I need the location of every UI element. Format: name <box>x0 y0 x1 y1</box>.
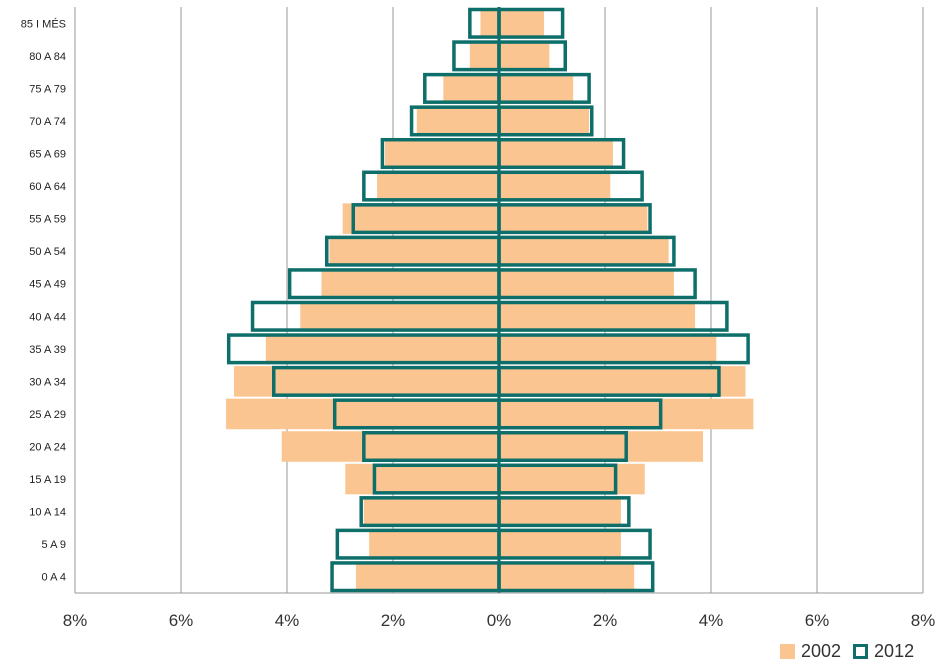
y-tick-label: 50 A 54 <box>29 246 66 258</box>
legend-label-2012: 2012 <box>874 640 915 661</box>
x-tick-label: 2% <box>593 611 618 630</box>
bar-2002-left <box>234 366 499 397</box>
y-tick-label: 20 A 24 <box>29 442 66 454</box>
bar-2002-left <box>345 463 499 495</box>
legend-item-2012: 2012 <box>853 641 914 662</box>
x-tick-label: 0% <box>487 611 512 630</box>
bar-2002-left <box>342 203 499 234</box>
bar-2002-left <box>329 235 499 267</box>
legend-label-2002: 2002 <box>801 640 842 661</box>
x-tick-label: 6% <box>169 611 194 630</box>
bar-2002-left <box>226 398 500 430</box>
x-tick-label: 8% <box>63 611 88 630</box>
bar-2002-left <box>265 333 499 365</box>
y-tick-label: 75 A 79 <box>29 83 66 95</box>
legend-swatch-2002 <box>780 643 795 659</box>
y-tick-label: 5 A 9 <box>42 539 66 551</box>
bar-2002-right <box>499 203 648 234</box>
x-axis-labels: 8% 6% 4% 2% 0% 2% 4% 6% 8% <box>63 611 936 630</box>
x-tick-label: 4% <box>699 611 724 630</box>
gridlines <box>74 7 924 593</box>
bar-2002-left <box>300 301 499 332</box>
bar-2002-right <box>499 268 674 299</box>
bar-2002-left <box>416 105 499 137</box>
y-axis-labels: 0 A 4 5 A 9 10 A 14 15 A 19 20 A 24 25 A 29 30… <box>21 17 66 583</box>
y-tick-label: 35 A 39 <box>29 344 66 356</box>
bar-2002-left <box>469 40 499 72</box>
y-tick-label: 85 I MÉS <box>21 17 66 30</box>
bar-2002-left <box>355 561 499 592</box>
x-tick-label: 6% <box>805 611 830 630</box>
bar-2002-right <box>499 138 613 169</box>
legend: 2002 2012 <box>780 640 914 662</box>
bar-2002-right <box>499 8 545 39</box>
bar-2002-left <box>385 138 499 169</box>
y-tick-label: 55 A 59 <box>29 214 66 226</box>
y-tick-label: 65 A 69 <box>29 149 66 161</box>
y-tick-label: 10 A 14 <box>29 507 66 519</box>
legend-item-2002: 2002 <box>780 641 841 662</box>
y-tick-label: 0 A 4 <box>42 572 66 584</box>
y-tick-label: 15 A 19 <box>29 474 66 486</box>
bar-2002-left <box>321 268 499 299</box>
bar-2002-right <box>499 105 590 137</box>
bar-2002-left <box>369 528 499 560</box>
bar-2002-right <box>499 40 550 72</box>
bar-2002-right <box>499 170 611 202</box>
bar-2002-left <box>377 170 499 202</box>
bar-2002-left <box>480 8 499 39</box>
y-tick-label: 45 A 49 <box>29 279 66 291</box>
bar-2002-right <box>499 73 574 104</box>
axes <box>74 7 923 594</box>
y-tick-label: 30 A 34 <box>29 376 66 388</box>
y-tick-label: 60 A 64 <box>29 181 66 193</box>
x-tick-label: 4% <box>275 611 300 630</box>
y-tick-label: 40 A 44 <box>29 311 66 323</box>
y-tick-label: 80 A 84 <box>29 51 66 63</box>
bar-2002-right <box>499 561 635 592</box>
bar-2002-left <box>443 73 499 104</box>
bar-2002-right <box>499 398 754 430</box>
series-2002-bars <box>226 8 754 592</box>
bar-2002-right <box>499 333 717 365</box>
bar-2002-right <box>499 528 621 560</box>
bar-2002-left <box>281 431 499 462</box>
bar-2002-right <box>499 235 669 267</box>
x-tick-label: 2% <box>381 611 406 630</box>
bar-2002-right <box>499 496 621 527</box>
bar-2002-right <box>499 366 746 397</box>
bar-2002-left <box>363 496 499 527</box>
x-tick-label: 8% <box>911 611 936 630</box>
y-tick-label: 25 A 29 <box>29 409 66 421</box>
bar-2002-right <box>499 301 696 332</box>
y-tick-label: 70 A 74 <box>29 116 66 128</box>
bar-2002-right <box>499 431 704 462</box>
bar-2002-right <box>499 463 645 495</box>
legend-swatch-2012 <box>853 643 869 659</box>
